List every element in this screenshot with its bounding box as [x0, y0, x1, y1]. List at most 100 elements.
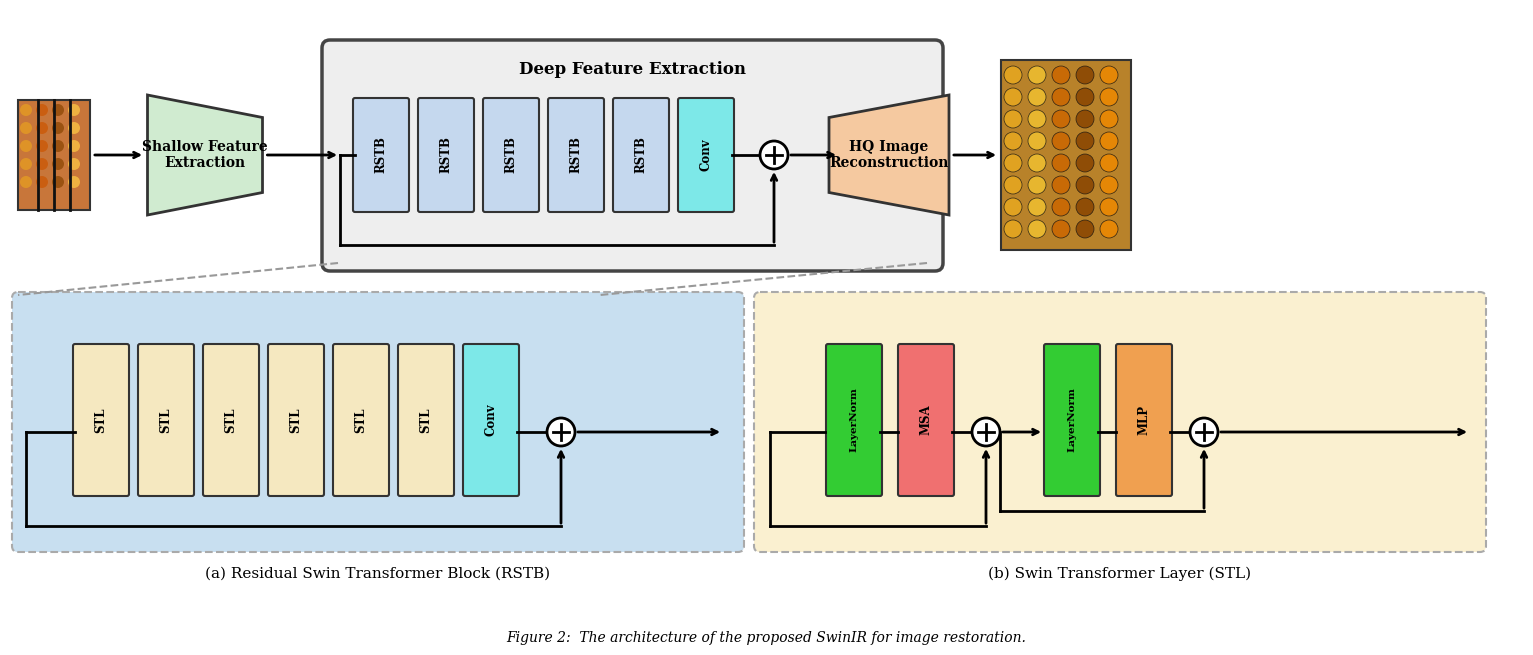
Circle shape: [1029, 66, 1046, 84]
Text: RSTB: RSTB: [504, 136, 518, 174]
Circle shape: [1101, 88, 1118, 106]
Circle shape: [1052, 176, 1070, 194]
Circle shape: [1190, 418, 1219, 446]
FancyBboxPatch shape: [138, 344, 195, 496]
FancyBboxPatch shape: [202, 344, 259, 496]
Polygon shape: [829, 95, 949, 215]
Circle shape: [1101, 176, 1118, 194]
Circle shape: [1004, 88, 1023, 106]
FancyBboxPatch shape: [419, 98, 474, 212]
Circle shape: [547, 418, 575, 446]
Circle shape: [20, 176, 32, 188]
Circle shape: [52, 158, 64, 170]
Text: Shallow Feature
Extraction: Shallow Feature Extraction: [143, 140, 268, 170]
Text: STL: STL: [95, 407, 107, 433]
FancyBboxPatch shape: [898, 344, 954, 496]
Circle shape: [20, 140, 32, 152]
Text: RSTB: RSTB: [569, 136, 583, 174]
Circle shape: [1029, 198, 1046, 216]
Circle shape: [1004, 66, 1023, 84]
Circle shape: [760, 141, 788, 169]
Circle shape: [1101, 154, 1118, 172]
FancyBboxPatch shape: [547, 98, 604, 212]
Circle shape: [1052, 66, 1070, 84]
Text: STL: STL: [290, 407, 302, 433]
Circle shape: [20, 158, 32, 170]
Circle shape: [1029, 154, 1046, 172]
Circle shape: [1004, 198, 1023, 216]
Circle shape: [35, 158, 48, 170]
Circle shape: [1029, 88, 1046, 106]
Text: LayerNorm: LayerNorm: [1067, 388, 1076, 453]
FancyBboxPatch shape: [463, 344, 520, 496]
Text: RSTB: RSTB: [374, 136, 388, 174]
Text: Deep Feature Extraction: Deep Feature Extraction: [520, 62, 747, 79]
Circle shape: [1004, 176, 1023, 194]
Circle shape: [1076, 198, 1095, 216]
Text: HQ Image
Reconstruction: HQ Image Reconstruction: [829, 140, 949, 170]
Text: (b) Swin Transformer Layer (STL): (b) Swin Transformer Layer (STL): [989, 567, 1251, 581]
Circle shape: [35, 176, 48, 188]
Circle shape: [1029, 176, 1046, 194]
Text: (a) Residual Swin Transformer Block (RSTB): (a) Residual Swin Transformer Block (RST…: [205, 567, 550, 581]
Circle shape: [1101, 66, 1118, 84]
FancyBboxPatch shape: [826, 344, 881, 496]
Circle shape: [35, 140, 48, 152]
Circle shape: [1004, 132, 1023, 150]
Circle shape: [67, 176, 80, 188]
Bar: [18, 100, 90, 210]
FancyBboxPatch shape: [678, 98, 734, 212]
FancyBboxPatch shape: [754, 292, 1485, 552]
Circle shape: [67, 104, 80, 116]
Circle shape: [1076, 220, 1095, 238]
Circle shape: [1004, 154, 1023, 172]
FancyBboxPatch shape: [1116, 344, 1173, 496]
Circle shape: [52, 176, 64, 188]
Circle shape: [1076, 110, 1095, 128]
FancyBboxPatch shape: [613, 98, 668, 212]
Circle shape: [1101, 220, 1118, 238]
Text: Figure 2:  The architecture of the proposed SwinIR for image restoration.: Figure 2: The architecture of the propos…: [506, 631, 1026, 645]
Text: MLP: MLP: [1137, 405, 1150, 435]
Circle shape: [67, 122, 80, 134]
Circle shape: [1101, 132, 1118, 150]
FancyBboxPatch shape: [74, 344, 129, 496]
FancyBboxPatch shape: [353, 98, 409, 212]
Text: MSA: MSA: [920, 405, 932, 436]
Text: Conv: Conv: [484, 403, 498, 436]
Circle shape: [1029, 110, 1046, 128]
Circle shape: [1076, 176, 1095, 194]
Circle shape: [1029, 132, 1046, 150]
Circle shape: [20, 104, 32, 116]
Circle shape: [1052, 110, 1070, 128]
Circle shape: [35, 104, 48, 116]
Text: RSTB: RSTB: [635, 136, 647, 174]
Circle shape: [52, 122, 64, 134]
Circle shape: [1101, 198, 1118, 216]
Text: LayerNorm: LayerNorm: [849, 388, 858, 453]
Circle shape: [52, 104, 64, 116]
Circle shape: [1076, 88, 1095, 106]
Circle shape: [1052, 154, 1070, 172]
Text: STL: STL: [354, 407, 368, 433]
Circle shape: [1101, 110, 1118, 128]
Circle shape: [1029, 220, 1046, 238]
Circle shape: [35, 122, 48, 134]
FancyBboxPatch shape: [1044, 344, 1101, 496]
FancyBboxPatch shape: [399, 344, 454, 496]
Circle shape: [1052, 88, 1070, 106]
Circle shape: [1076, 66, 1095, 84]
Text: STL: STL: [224, 407, 238, 433]
Circle shape: [67, 158, 80, 170]
Circle shape: [1004, 110, 1023, 128]
Circle shape: [67, 140, 80, 152]
Circle shape: [20, 122, 32, 134]
FancyBboxPatch shape: [483, 98, 540, 212]
FancyBboxPatch shape: [12, 292, 744, 552]
Circle shape: [1004, 220, 1023, 238]
FancyBboxPatch shape: [322, 40, 943, 271]
Text: STL: STL: [420, 407, 432, 433]
FancyBboxPatch shape: [333, 344, 389, 496]
Polygon shape: [147, 95, 262, 215]
Text: RSTB: RSTB: [440, 136, 452, 174]
